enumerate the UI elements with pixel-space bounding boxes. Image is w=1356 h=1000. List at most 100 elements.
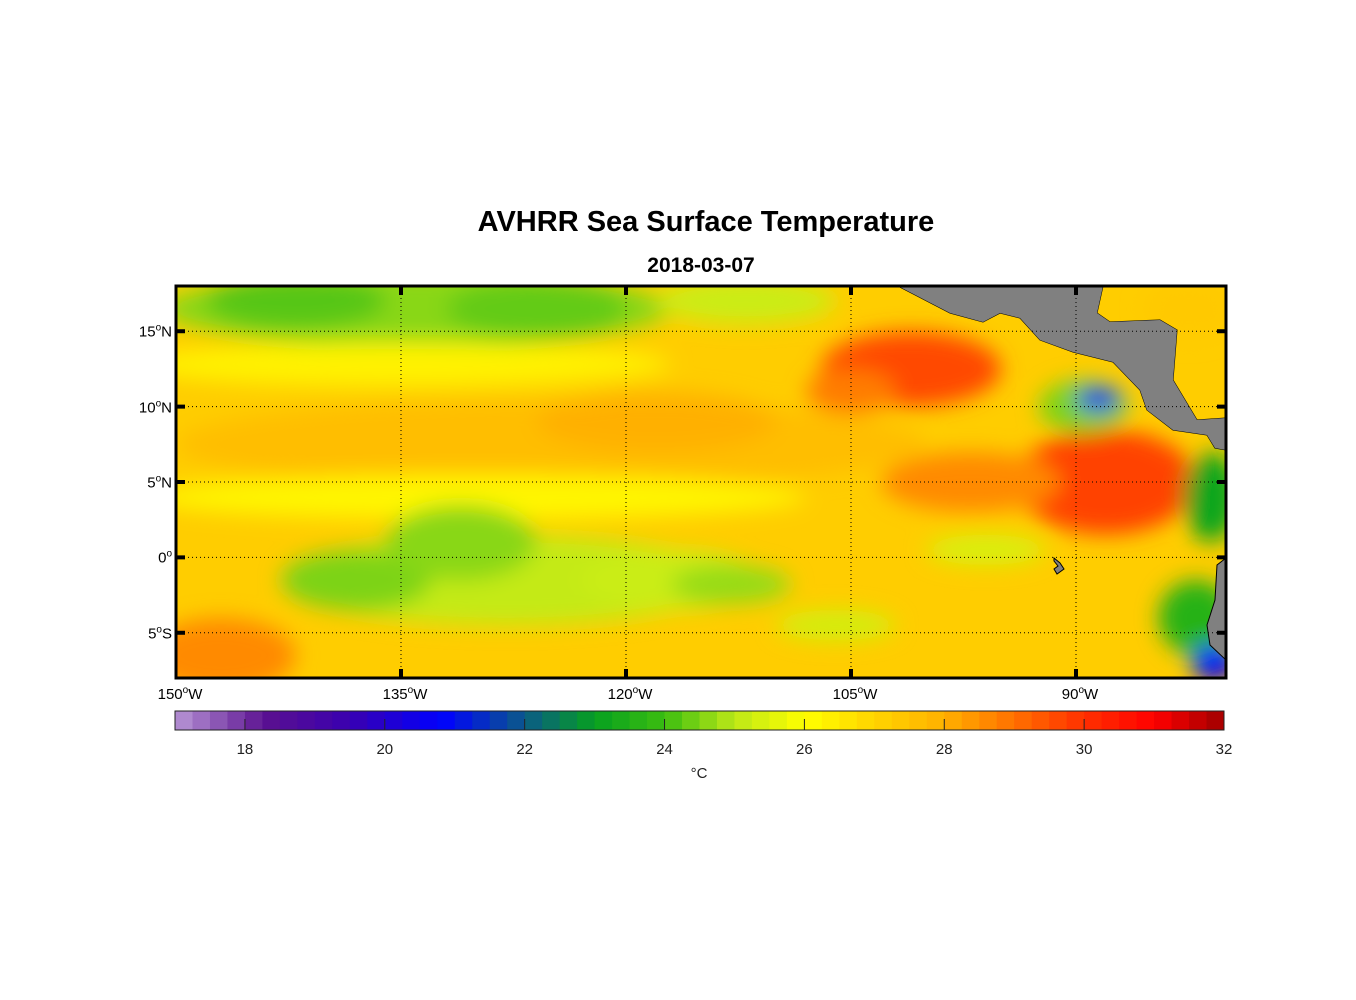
colorbar-segment [699,711,718,730]
sst-field [176,286,1226,678]
colorbar-tick-label: 20 [376,741,394,758]
tick-num: 15 [138,323,156,341]
tick-hemi: W [1084,686,1099,703]
colorbar-segment [507,711,526,730]
colorbar-segment [1031,711,1050,730]
colorbar-unit: °C [690,765,708,782]
tick-num: 150 [157,686,183,703]
colorbar-ticks [244,719,1085,730]
tick-hemi: N [161,399,172,417]
sst-region [281,550,431,610]
sst-region [926,534,1046,565]
tick-num: 90 [1061,686,1079,703]
sst-region [206,286,386,329]
colorbar [175,711,1225,730]
colorbar-segment [944,711,963,730]
tick-hemi: N [161,323,172,341]
galapagos-land [1053,556,1065,575]
tick-hemi: W [188,686,203,703]
colorbar-segment [262,711,281,730]
tick-num: 5 [148,625,157,643]
colorbar-segment [1119,711,1138,730]
colorbar-segment [769,711,788,730]
colorbar-segment [961,711,980,730]
colorbar-segment [874,711,893,730]
colorbar-segment [349,711,368,730]
x-tick-label: 90oW [1061,685,1099,704]
tick-hemi: W [638,686,653,703]
sst-region [776,610,896,641]
colorbar-segment [1084,711,1103,730]
colorbar-segment [577,711,596,730]
y-tick-label: 10oN [138,398,172,417]
colorbar-segment [209,711,228,730]
tick-deg: o [1078,685,1085,696]
sst-region [386,504,536,580]
tick-deg: o [155,398,162,410]
tick-hemi: S [161,625,172,643]
colorbar-segment [472,711,491,730]
colorbar-segment [1136,711,1155,730]
colorbar-segment [1101,711,1120,730]
colorbar-tick-label: 22 [516,741,533,758]
tick-num: 0 [158,549,167,567]
sst-region [446,286,626,339]
tick-deg: o [166,548,172,560]
colorbar-segment [314,711,333,730]
colorbar-segment [437,711,456,730]
colorbar-tick-label: 18 [236,741,254,758]
central-america-land [897,286,1226,451]
colorbar-segment [454,711,473,730]
sst-region [671,565,791,605]
tick-deg: o [155,322,162,334]
colorbar-tick-label: 28 [935,741,953,758]
y-tick-label: 15oN [138,322,172,341]
colorbar-segment [804,711,823,730]
colorbar-segment [909,711,928,730]
colorbar-segment [1014,711,1033,730]
colorbar-segment [332,711,351,730]
x-tick-label: 150oW [157,685,203,704]
sst-region [1076,387,1121,412]
colorbar-segment [542,711,561,730]
colorbar-segment [367,711,386,730]
sst-region [1016,429,1196,535]
tick-num: 10 [138,399,156,417]
y-tick-label: 5oS [148,625,172,643]
tick-hemi: W [413,686,428,703]
sst-region [656,286,836,324]
x-tick-label: 105oW [832,685,878,704]
sst-region [806,369,896,415]
colorbar-segment [1049,711,1068,730]
tick-deg: o [407,685,414,696]
colorbar-segment [594,711,613,730]
sst-region [1184,452,1226,543]
colorbar-segment [786,711,805,730]
tick-deg: o [857,685,864,696]
tick-deg: o [632,685,639,696]
colorbar-segment [629,711,648,730]
colorbar-tick-label: 24 [656,741,673,758]
sst-region [536,391,776,452]
colorbar-segment [402,711,421,730]
colorbar-segment [279,711,298,730]
colorbar-segment [979,711,998,730]
colorbar-segment [524,711,543,730]
colorbar-segment [227,711,246,730]
colorbar-segment [489,711,508,730]
colorbar-segment [244,711,263,730]
colorbar-segment [419,711,438,730]
colorbar-segment [175,711,193,730]
tick-deg: o [155,473,162,485]
tick-num: 5 [147,474,156,492]
colorbar-tick-label: 26 [796,741,813,758]
x-tick-label: 120oW [608,685,653,704]
colorbar-segment [996,711,1015,730]
colorbar-tick-label: 30 [1075,741,1093,758]
sst-region [176,474,806,520]
tick-deg: o [182,685,189,696]
colorbar-segment [856,711,875,730]
tick-num: 105 [832,686,858,703]
colorbar-segment [612,711,631,730]
